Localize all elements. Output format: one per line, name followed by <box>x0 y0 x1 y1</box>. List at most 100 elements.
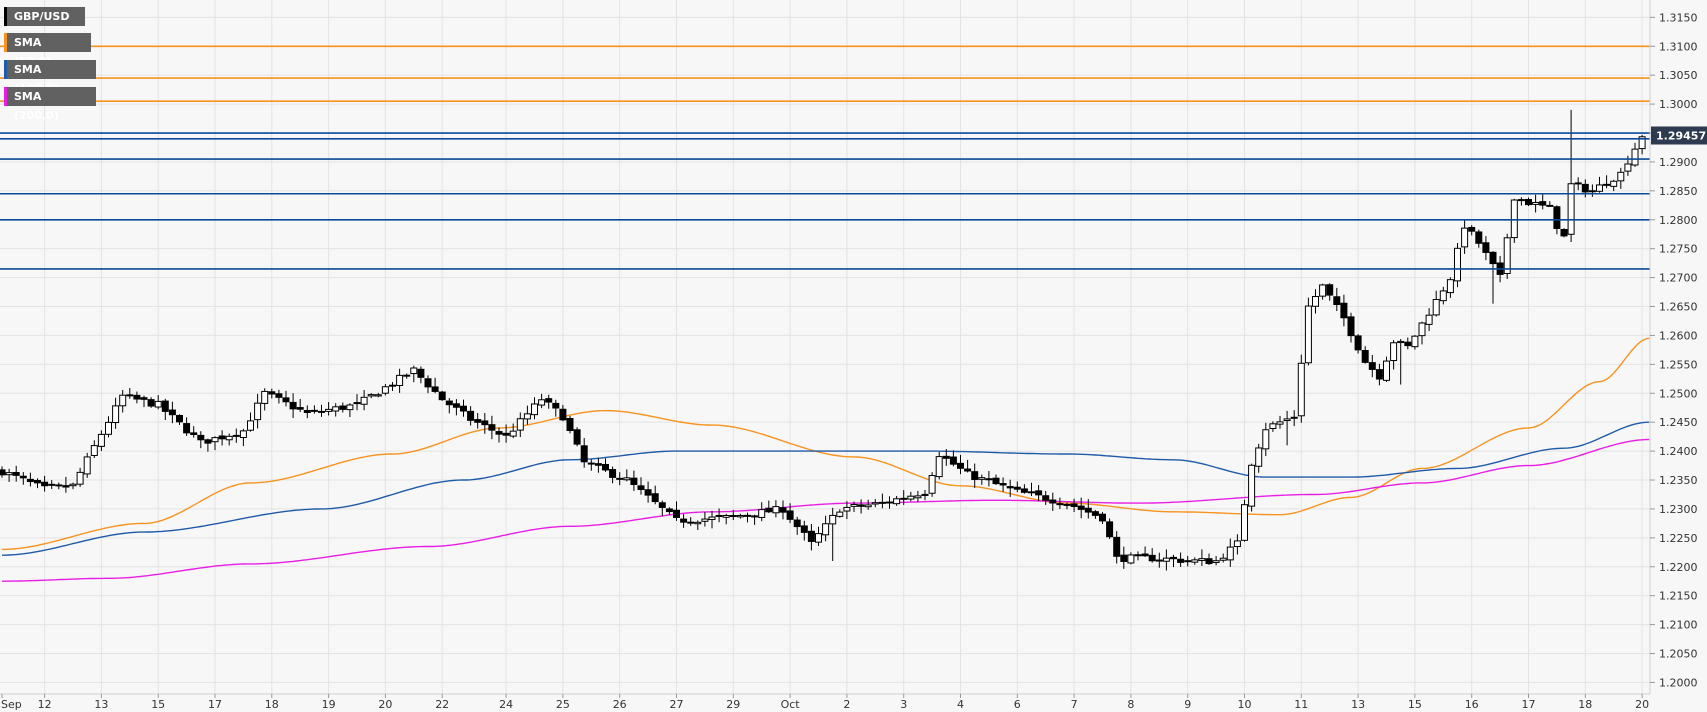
y-tick-label: 1.2000 <box>1659 676 1698 689</box>
candle-body <box>211 437 219 443</box>
candle-body <box>1056 503 1064 506</box>
candle-body <box>332 406 340 412</box>
candle-body <box>893 498 901 505</box>
x-tick-label: 6 <box>1014 698 1021 711</box>
candle-body <box>886 501 893 504</box>
candle-body <box>176 414 183 423</box>
candle-body <box>687 521 695 524</box>
candle-body <box>1638 136 1646 150</box>
candle-body <box>1468 226 1476 232</box>
candle-body <box>1127 554 1135 564</box>
candle-body <box>587 462 595 465</box>
y-tick-label: 1.2900 <box>1659 156 1698 169</box>
candle-body <box>367 394 375 397</box>
candle-body <box>183 423 191 434</box>
candle-body <box>1162 557 1170 562</box>
candle-body <box>964 468 972 472</box>
candle-body <box>857 504 865 507</box>
candle-body <box>325 408 333 412</box>
candle-body <box>1198 558 1206 561</box>
candle-body <box>1489 251 1497 265</box>
candle-body <box>1510 199 1518 239</box>
legend-label: SMA (200,0) <box>14 90 59 122</box>
candle-body <box>119 394 127 407</box>
candle-body <box>1603 183 1611 186</box>
candle-body <box>474 419 482 423</box>
candle-body <box>1091 511 1099 516</box>
candle-body <box>531 403 538 416</box>
candle-body <box>1177 558 1185 563</box>
candle-body <box>616 477 624 480</box>
x-tick-label: 13 <box>1351 698 1365 711</box>
candle-body <box>1397 340 1405 344</box>
candle-body <box>318 410 325 413</box>
y-tick-label: 1.3100 <box>1659 40 1698 53</box>
candle-body <box>800 525 808 533</box>
candle-body <box>1617 171 1625 182</box>
candle-body <box>545 398 553 403</box>
x-axis: Sep 12 13 15 17 18 19 20 22 24 25 26 27 29 Oct 2 3 4 6 7 8 9 1… <box>1 694 1649 711</box>
candle-body <box>1525 198 1532 206</box>
candle-body <box>914 495 922 499</box>
legend-sma200[interactable]: SMA (200,0) <box>4 87 96 122</box>
candle-body <box>161 400 169 412</box>
candle-body <box>1020 488 1028 493</box>
candle-body <box>1354 335 1362 351</box>
current-price-tag: 1.29457 <box>1651 126 1707 145</box>
candle-body <box>62 485 70 488</box>
candle-body <box>452 403 460 408</box>
y-tick-label: 1.2800 <box>1659 214 1698 227</box>
candle-body <box>1446 279 1454 294</box>
candle-body <box>843 506 851 512</box>
x-tick-label: Sep <box>1 698 22 711</box>
candle-body <box>1546 204 1554 207</box>
y-tick-label: 1.2450 <box>1659 416 1698 429</box>
candle-body <box>1368 362 1376 370</box>
y-tick-label: 1.2050 <box>1659 648 1698 661</box>
candle-body <box>850 503 858 507</box>
candle-body <box>1390 342 1398 362</box>
candle-body <box>197 434 205 441</box>
y-tick-label: 1.2750 <box>1659 243 1698 256</box>
candle-body <box>1560 228 1568 237</box>
candle-body <box>907 495 915 500</box>
candle-body <box>12 471 20 476</box>
candle-body <box>5 472 13 476</box>
y-tick-label: 1.2150 <box>1659 590 1698 603</box>
candle-body <box>1383 360 1390 381</box>
price-tag-bg <box>1651 126 1707 145</box>
candle-body <box>48 483 56 486</box>
candle-body <box>19 475 27 479</box>
candle-body <box>41 481 49 487</box>
candle-body <box>396 374 404 386</box>
candle-body <box>438 391 446 401</box>
candle-body <box>1063 503 1071 506</box>
legend-swatch <box>4 7 7 26</box>
candle-body <box>76 471 84 485</box>
sma100-line <box>2 421 1650 556</box>
y-tick-label: 1.2500 <box>1659 387 1698 400</box>
candle-body <box>1283 418 1291 422</box>
candle-body <box>758 509 766 518</box>
x-tick-label: 4 <box>957 698 964 711</box>
candle-body <box>871 502 879 505</box>
price-tag-label: 1.29457 <box>1656 130 1706 143</box>
candle-body <box>772 506 780 514</box>
candle-body <box>552 402 560 409</box>
candle-body <box>105 421 112 435</box>
candle-body <box>602 463 609 471</box>
candle-body <box>1262 429 1270 450</box>
candle-body <box>275 393 283 398</box>
legend-gbpusd[interactable]: GBP/USD <box>4 7 85 26</box>
candle-body <box>1553 206 1561 229</box>
legend-sma50[interactable]: SMA (50,0) <box>4 33 91 68</box>
candle-body <box>523 413 531 420</box>
candle-body <box>168 409 176 416</box>
candle-body <box>481 420 489 426</box>
y-tick-label: 1.2100 <box>1659 619 1698 632</box>
candle-body <box>83 456 91 475</box>
legend-sma100[interactable]: SMA (100,0) <box>4 60 96 95</box>
candle-body <box>190 432 198 435</box>
candle-body <box>26 478 34 483</box>
